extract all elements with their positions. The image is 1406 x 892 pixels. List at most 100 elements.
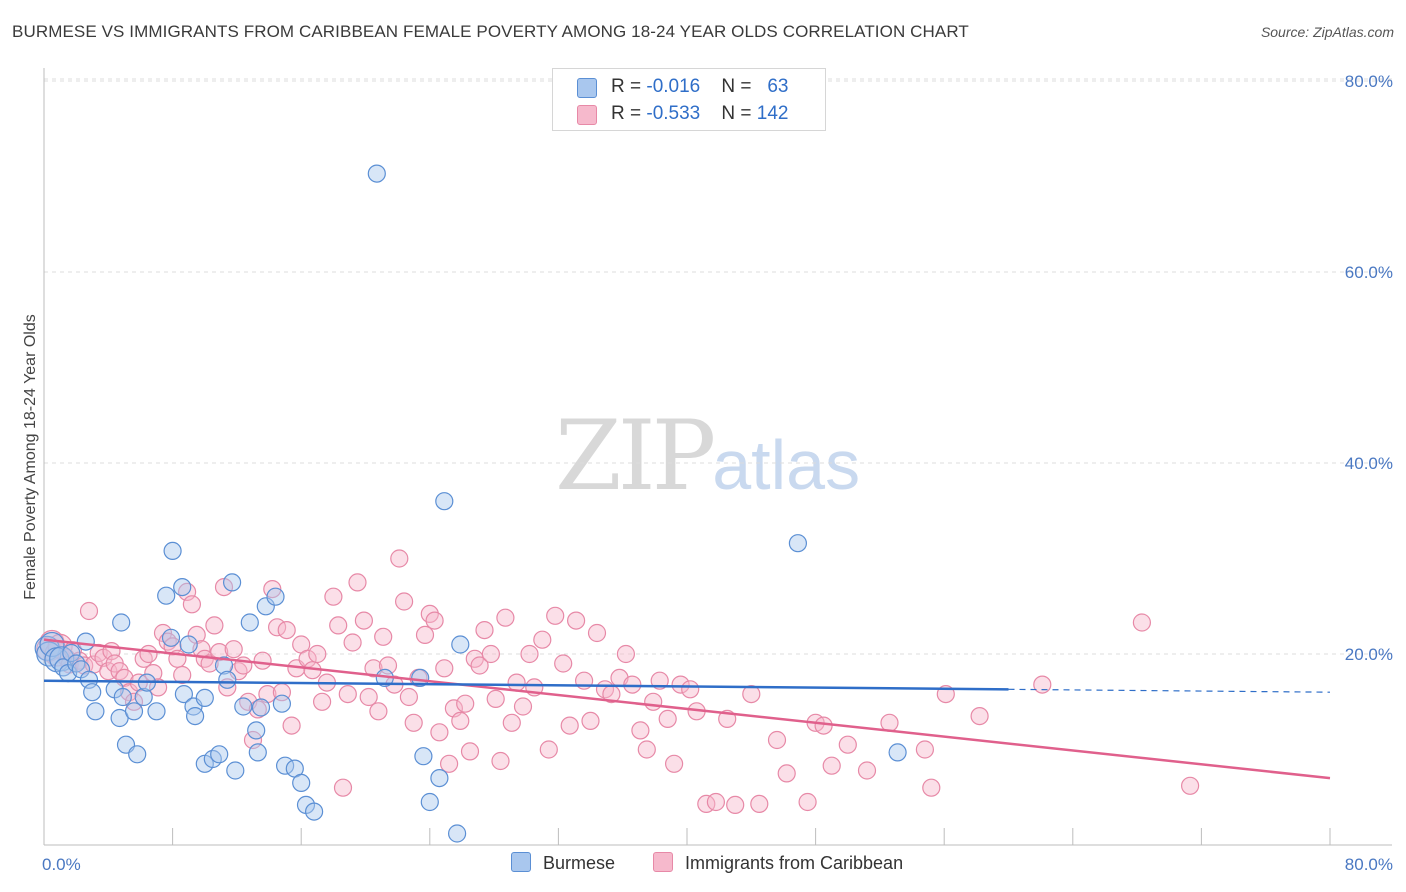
caribbean-point-126 xyxy=(726,795,745,815)
burmese-point-27 xyxy=(173,577,192,597)
caribbean-point-81 xyxy=(430,723,449,742)
caribbean-point-62 xyxy=(333,778,353,797)
caribbean-point-45 xyxy=(248,700,267,719)
caribbean-point-57 xyxy=(308,644,327,664)
caribbean-point-86 xyxy=(456,694,475,713)
burmese-point-35 xyxy=(210,745,229,764)
caribbean-point-116 xyxy=(644,692,663,711)
caribbean-point-94 xyxy=(496,608,515,627)
caribbean-point-97 xyxy=(513,697,533,716)
caribbean-point-90 xyxy=(475,620,494,640)
watermark-zip: ZIP xyxy=(555,400,716,512)
caribbean-point-60 xyxy=(324,587,343,606)
caribbean-trend-line xyxy=(43,638,1331,780)
caribbean-swatch xyxy=(577,105,597,125)
burmese-point-10 xyxy=(76,632,95,651)
burmese-point-60 xyxy=(448,824,467,843)
caribbean-point-82 xyxy=(435,659,454,678)
legend-n-value-caribbean: 142 xyxy=(756,103,789,124)
bottom-legend-caribbean: Immigrants from Caribbean xyxy=(653,852,903,876)
burmese-point-32 xyxy=(195,688,214,708)
burmese-point-50 xyxy=(292,773,311,793)
caribbean-point-19 xyxy=(124,692,144,711)
burmese-point-19 xyxy=(124,702,144,721)
caribbean-point-63 xyxy=(338,684,357,704)
caribbean-point-120 xyxy=(671,675,690,694)
burmese-point-36 xyxy=(214,656,234,675)
burmese-point-20 xyxy=(128,745,147,764)
caribbean-point-58 xyxy=(313,692,332,711)
caribbean-point-37 xyxy=(210,642,229,662)
burmese-point-2 xyxy=(39,631,65,658)
burmese-point-7 xyxy=(62,643,81,663)
x-tick-label-max: 80.0% xyxy=(1345,855,1393,874)
burmese-point-40 xyxy=(234,697,253,716)
tick-labels: 20.0% 40.0% 60.0% 80.0% 0.0% 80.0% xyxy=(42,72,1393,874)
burmese-point-55 xyxy=(411,668,430,688)
legend-r-label: R = xyxy=(611,76,647,97)
caribbean-point-29 xyxy=(173,665,192,685)
caribbean-point-121 xyxy=(681,680,700,699)
x-tick-label-min: 0.0% xyxy=(42,855,81,874)
burmese-point-58 xyxy=(430,768,449,788)
caribbean-point-87 xyxy=(460,742,480,761)
burmese-point-23 xyxy=(147,702,166,721)
caribbean-point-113 xyxy=(623,675,642,694)
burmese-point-39 xyxy=(226,761,245,780)
caribbean-point-103 xyxy=(554,654,573,673)
burmese-point-25 xyxy=(161,628,181,647)
caribbean-point-91 xyxy=(481,644,500,664)
caribbean-point-139 xyxy=(922,778,941,797)
legend-r-value-burmese: -0.016 xyxy=(646,76,701,97)
caribbean-point-61 xyxy=(329,616,348,635)
chart-title: BURMESE VS IMMIGRANTS FROM CARIBBEAN FEM… xyxy=(12,22,969,41)
caribbean-point-142 xyxy=(1033,675,1052,694)
caribbean-point-85 xyxy=(451,711,470,731)
caribbean-point-115 xyxy=(637,740,656,759)
caribbean-point-127 xyxy=(742,684,761,704)
caribbean-point-105 xyxy=(566,611,586,630)
y-axis-label: Female Poverty Among 18-24 Year Olds xyxy=(22,314,39,600)
burmese-point-38 xyxy=(223,573,242,592)
zipatlas-watermark: ZIPatlas xyxy=(555,400,860,512)
caribbean-point-51 xyxy=(277,620,296,640)
burmese-point-12 xyxy=(83,683,102,702)
caribbean-point-66 xyxy=(354,611,373,630)
caribbean-point-78 xyxy=(415,625,435,645)
caribbean-point-73 xyxy=(390,549,409,568)
caribbean-point-95 xyxy=(502,713,521,732)
bottom-legend-burmese: Burmese xyxy=(511,852,615,876)
caribbean-point-124 xyxy=(706,792,726,812)
caribbean-point-36 xyxy=(205,616,224,635)
burmese-point-45 xyxy=(256,597,275,616)
caribbean-point-64 xyxy=(343,633,362,652)
burmese-point-46 xyxy=(266,587,285,606)
burmese-point-16 xyxy=(112,613,131,632)
caribbean-point-143 xyxy=(1132,613,1152,632)
burmese-point-37 xyxy=(218,670,237,689)
caribbean-point-133 xyxy=(814,716,833,735)
burmese-point-17 xyxy=(113,687,132,707)
trend-lines xyxy=(43,638,1331,780)
caribbean-point-137 xyxy=(880,713,899,732)
burmese-point-43 xyxy=(248,743,267,762)
caribbean-point-93 xyxy=(491,751,510,771)
caribbean-point-74 xyxy=(395,592,414,611)
legend-r-value-caribbean: -0.533 xyxy=(646,103,701,124)
burmese-point-59 xyxy=(435,492,454,511)
caribbean-point-138 xyxy=(915,740,935,759)
caribbean-point-119 xyxy=(664,754,684,773)
grid-lines xyxy=(44,78,1392,655)
legend-n-label: N = xyxy=(721,103,757,124)
legend-n-value-burmese: 63 xyxy=(767,76,789,97)
caribbean-point-80 xyxy=(425,611,444,630)
burmese-point-41 xyxy=(240,613,259,632)
caribbean-point-98 xyxy=(520,644,539,664)
legend-n-label: N = xyxy=(721,76,757,97)
burmese-trend-extension xyxy=(1008,688,1331,693)
burmese-trend-line xyxy=(43,679,1009,691)
caribbean-point-141 xyxy=(970,706,989,726)
caribbean-point-104 xyxy=(560,716,579,735)
caribbean-point-107 xyxy=(581,711,600,731)
